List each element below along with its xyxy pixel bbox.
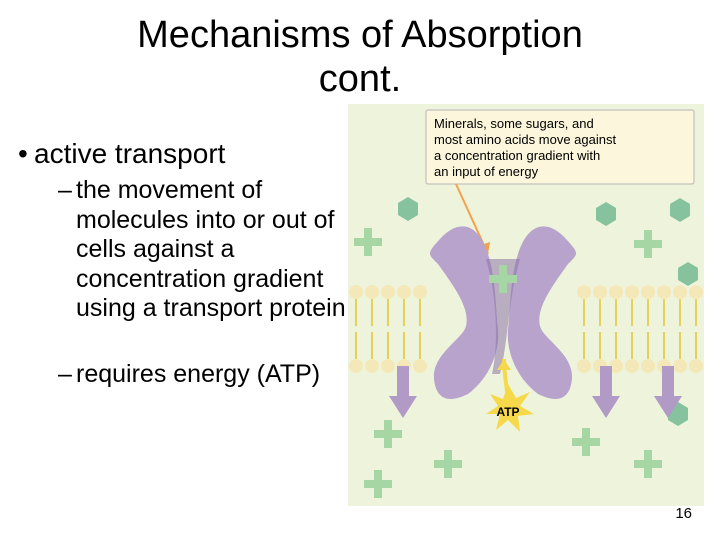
sub2-text: requires energy (ATP) [76,360,320,388]
dash-icon: – [58,360,72,390]
caption-line-3: a concentration gradient with [434,148,600,163]
dash-icon: – [58,176,72,206]
caption-line-4: an input of energy [434,164,539,179]
title-line-2: cont. [319,58,401,100]
atp-label: ATP [496,405,519,419]
sub-bullet-2: – requires energy (ATP) [76,360,346,390]
sub-bullet-1: – the movement of molecules into or out … [76,176,346,324]
sub1-text: the movement of molecules into or out of… [76,176,346,322]
slide-title: Mechanisms of Absorption cont. [0,14,720,101]
slide: Mechanisms of Absorption cont. active tr… [0,0,720,540]
bullet-text: active transport [34,138,225,169]
active-transport-figure: Minerals, some sugars, and most amino ac… [348,104,704,506]
title-line-1: Mechanisms of Absorption [137,14,583,56]
caption-line-2: most amino acids move against [434,132,616,147]
bullet-active-transport: active transport [34,138,225,170]
caption-line-1: Minerals, some sugars, and [434,116,594,131]
page-number: 16 [675,505,692,522]
